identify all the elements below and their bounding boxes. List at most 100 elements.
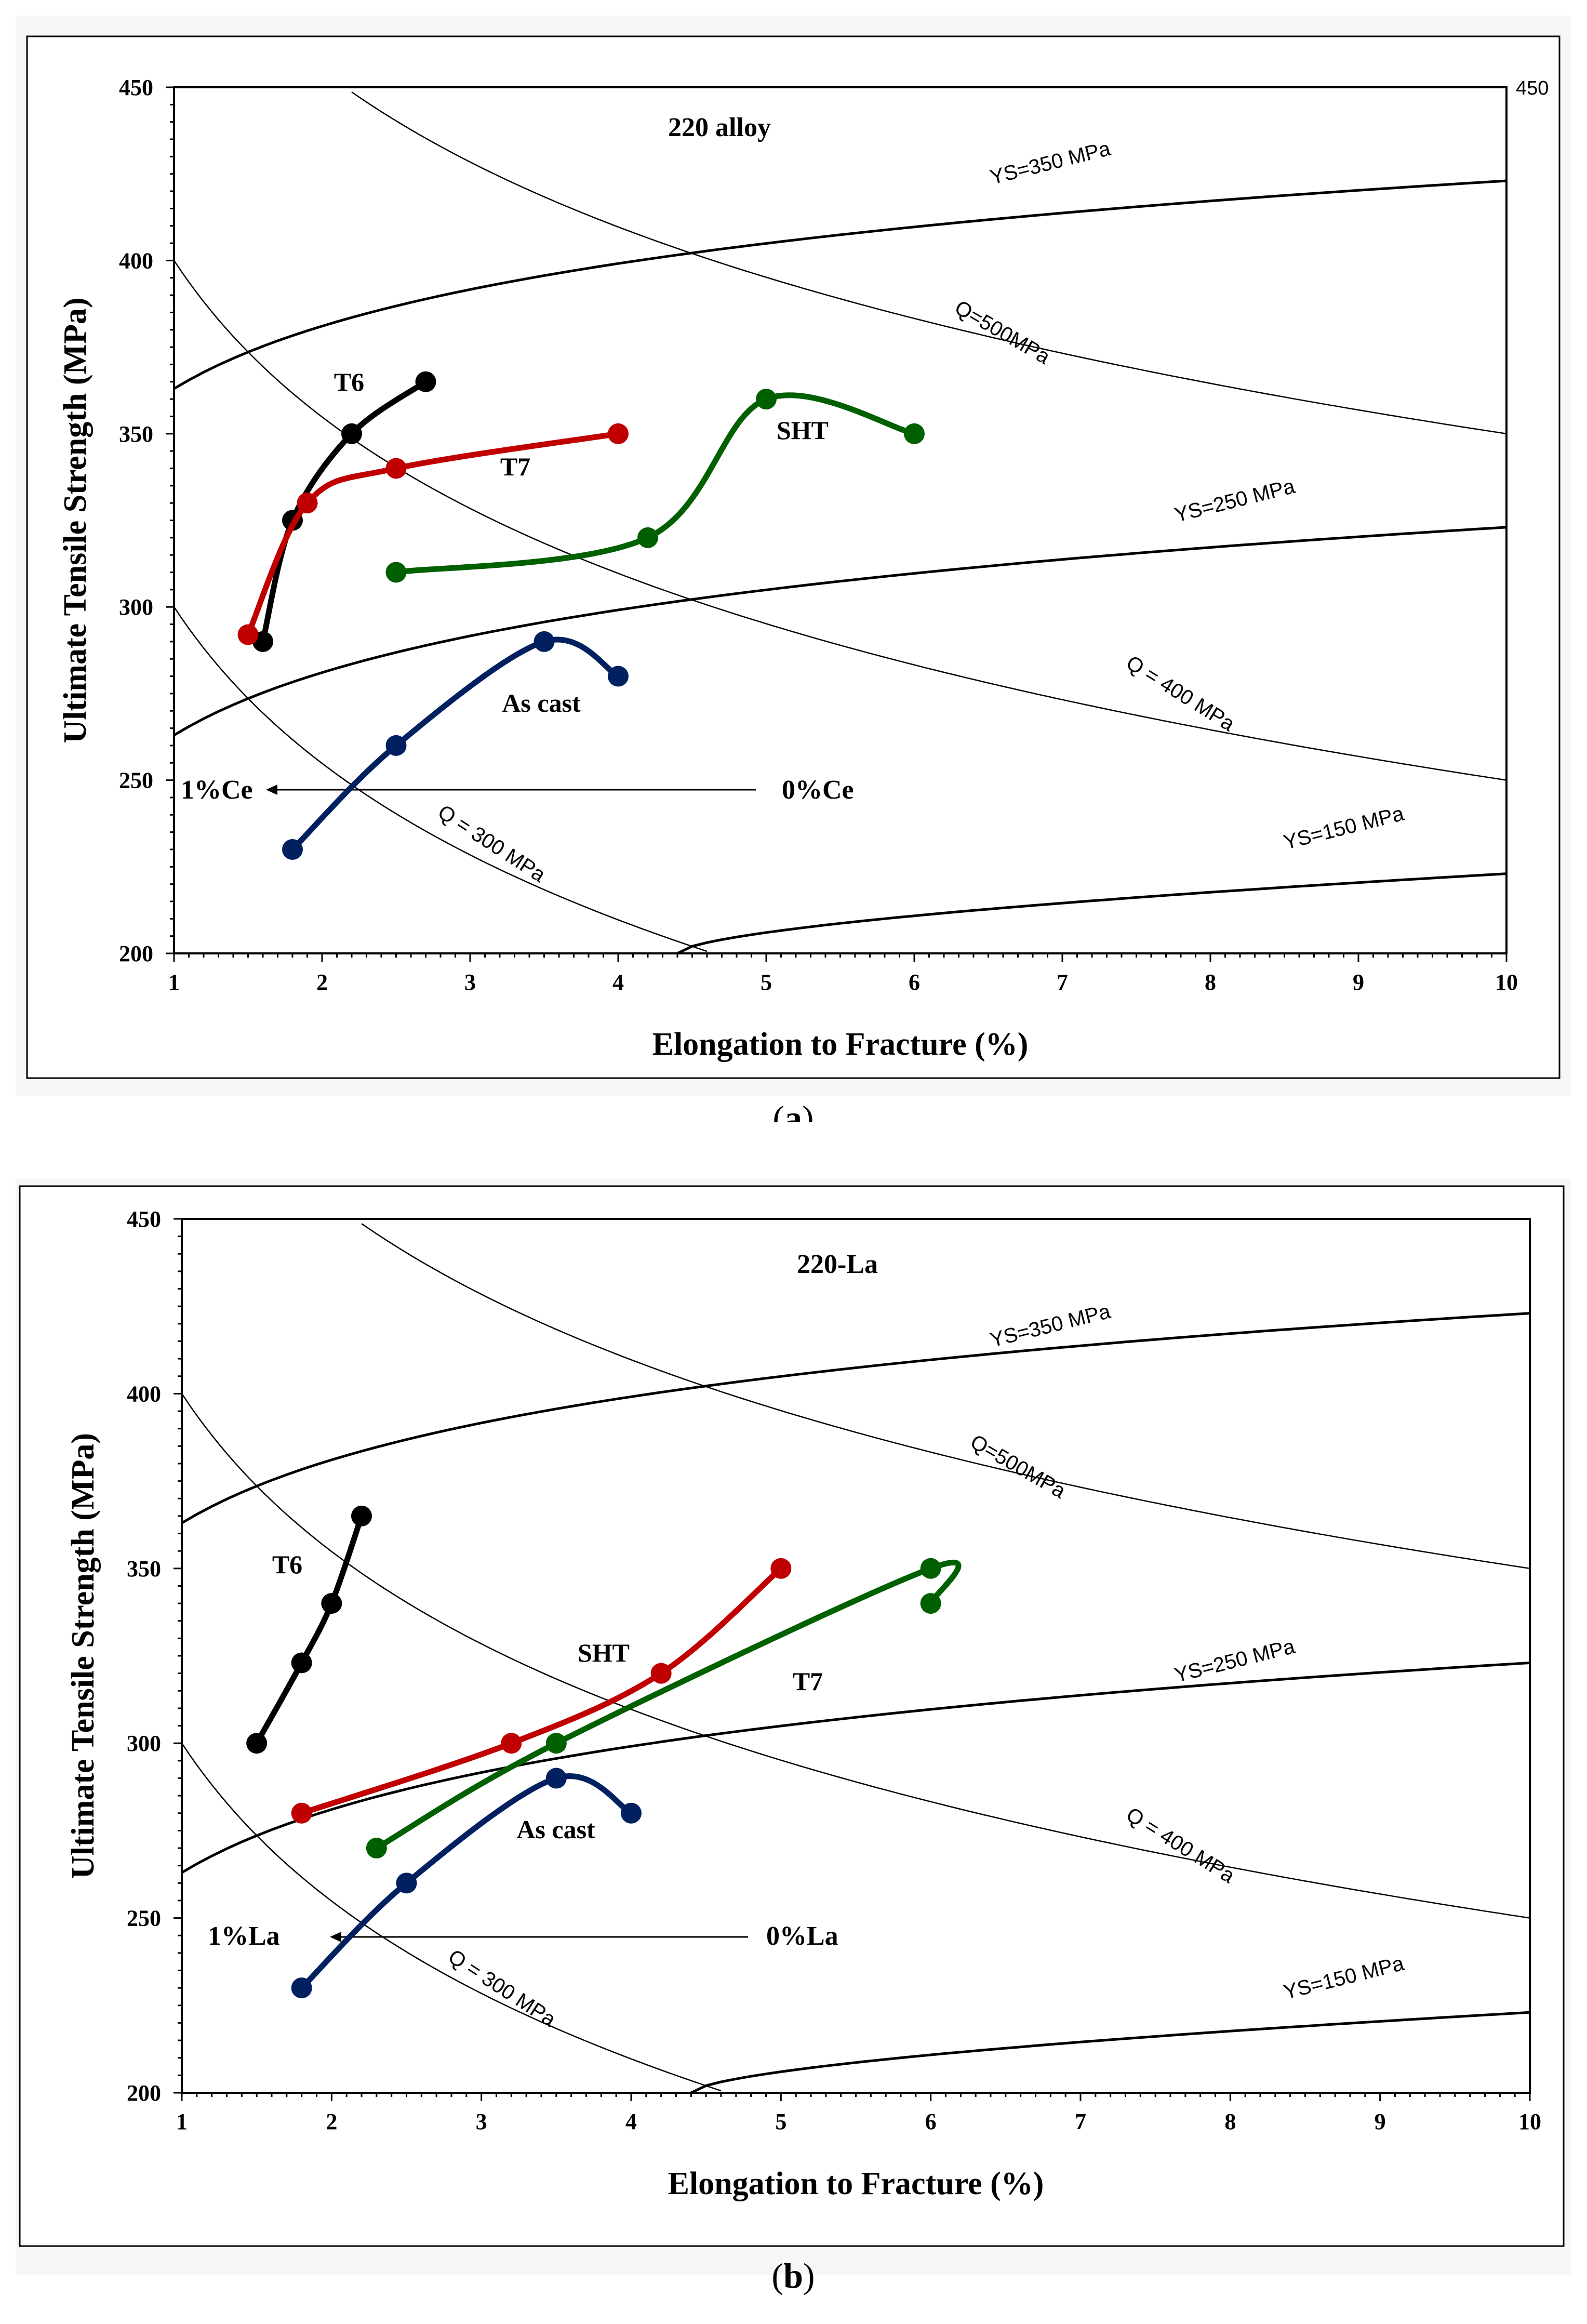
chart-a-x-tick-label: 5	[761, 970, 772, 995]
chart-panel-b: 1 2 3 4 5 6 7 8 9 10 200 250 300 350 400 450 Elongation …	[0, 1163, 1587, 2324]
chart-a-x-tick-label: 4	[612, 970, 624, 995]
chart-a-series-t7	[237, 423, 629, 645]
chart-b-frame	[19, 1185, 1565, 2247]
chart-b-point-as-cast	[291, 1977, 312, 1999]
chart-a-annotation-arrowhead	[266, 785, 277, 795]
chart-b-iso-line-q-500mpa	[361, 1223, 1530, 1570]
chart-b-series-line-t6	[254, 1513, 365, 1746]
chart-a-point-t6	[415, 371, 436, 392]
chart-b-point-t7	[920, 1558, 941, 1579]
chart-a-x-tick-label: 9	[1353, 970, 1364, 995]
chart-b-series-line-t7	[374, 1559, 962, 1851]
chart-a-x-axis-title: Elongation to Fracture (%)	[652, 1027, 1029, 1062]
chart-a-y-tick-label: 350	[119, 421, 153, 447]
chart-b-y-tick-label: 450	[127, 1206, 161, 1232]
chart-a-iso-line-ys-350-mpa	[174, 179, 1506, 390]
chart-a-point-t7	[297, 493, 318, 514]
chart-b-y-tick-label: 400	[127, 1381, 161, 1406]
chart-b-point-sht	[650, 1663, 672, 1684]
chart-a-annotation-to: 1%Ce	[181, 775, 253, 805]
chart-a-iso-line-ys-250-mpa	[174, 526, 1506, 737]
chart-b-iso-line-q-400-mpa	[182, 1393, 1530, 1919]
chart-b-point-t7	[920, 1593, 941, 1614]
chart-a-x-tick-label: 10	[1495, 970, 1518, 995]
chart-b-x-tick-label: 8	[1224, 2109, 1236, 2134]
chart-b-point-as-cast	[621, 1802, 642, 1824]
chart-a-series-line-t6	[260, 379, 429, 645]
chart-b-series-label-t7: T7	[793, 1667, 823, 1696]
chart-a-series-label-t6: T6	[334, 367, 364, 396]
chart-svg-a: 1 2 3 4 5 6 7 8 9 10 200 250 300 350 400 450 450 Elongati…	[16, 16, 1571, 1122]
chart-a-y-axis-title: Ultimate Tensile Strength (MPa)	[58, 297, 93, 743]
chart-a-annotation-from: 0%Ce	[782, 775, 854, 805]
chart-b-point-as-cast	[545, 1768, 567, 1789]
chart-b-series-label-sht: SHT	[578, 1638, 630, 1667]
chart-b-iso-line-ys-150-mpa	[690, 2011, 1530, 2093]
chart-a-iso-line-q-500mpa	[351, 91, 1506, 435]
chart-b-series-label-as-cast: As cast	[516, 1815, 595, 1844]
chart-b-x-tick-label: 9	[1375, 2109, 1386, 2134]
chart-b-y-tick-label: 300	[127, 1731, 161, 1756]
chart-b-x-axis-title: Elongation to Fracture (%)	[668, 2166, 1044, 2201]
chart-a-iso-line-q-300-mpa	[174, 606, 708, 952]
chart-a-point-t7	[237, 624, 259, 645]
chart-b-x-tick-label: 4	[625, 2109, 637, 2134]
chart-a-point-sht	[637, 527, 658, 548]
chart-a-y-tick-label: 400	[119, 248, 153, 273]
chart-b-x-tick-label: 10	[1518, 2109, 1541, 2134]
chart-a-series-label-t7: T7	[500, 452, 530, 481]
chart-b-point-t7	[366, 1838, 387, 1859]
chart-b-annotation-from: 0%La	[766, 1921, 838, 1951]
chart-b-series-as-cast	[291, 1768, 642, 1999]
chart-b-point-sht	[291, 1802, 312, 1824]
chart-a-point-as-cast	[608, 666, 629, 687]
chart-a-point-sht	[756, 389, 777, 410]
chart-a-x-tick-label: 7	[1057, 970, 1068, 995]
chart-b-point-as-cast	[396, 1873, 417, 1894]
chart-b-annotation-arrowhead	[330, 1932, 341, 1942]
chart-a-series-line-as-cast	[289, 636, 621, 853]
chart-b-series-line-as-cast	[299, 1773, 634, 1991]
chart-a-series-label-as-cast: As cast	[502, 688, 581, 718]
chart-a-point-t6	[341, 423, 362, 444]
chart-b-series-line-sht	[299, 1565, 784, 1816]
chart-a-point-t7	[385, 458, 407, 479]
chart-a-y-tick-label: 300	[119, 594, 153, 620]
chart-b-x-tick-label: 2	[326, 2109, 337, 2134]
chart-a-series-line-t7	[245, 431, 621, 638]
chart-b-y-axis-title: Ultimate Tensile Strength (MPa)	[65, 1433, 101, 1879]
chart-a-point-t7	[608, 423, 629, 444]
chart-b-point-sht	[770, 1558, 792, 1579]
chart-b-x-tick-label: 5	[775, 2109, 786, 2134]
chart-b-iso-line-ys-350-mpa	[182, 1312, 1530, 1524]
chart-a-right-tick-label: 450	[1516, 77, 1549, 99]
chart-svg-b: 1 2 3 4 5 6 7 8 9 10 200 250 300 350 400 450 Elongation …	[16, 1178, 1571, 2295]
chart-b-annotation-to: 1%La	[208, 1921, 280, 1951]
chart-b-series-t6	[246, 1505, 372, 1754]
chart-b-series-label-t6: T6	[272, 1550, 302, 1579]
chart-b-iso-line-ys-250-mpa	[182, 1662, 1530, 1874]
chart-b-y-tick-label: 200	[127, 2080, 161, 2106]
chart-b-caption-letter: b	[783, 2256, 803, 2295]
chart-b-x-tick-label: 1	[176, 2109, 188, 2134]
chart-b-point-t6	[291, 1652, 312, 1674]
chart-b-x-tick-label: 7	[1075, 2109, 1086, 2134]
chart-panel-a: 1 2 3 4 5 6 7 8 9 10 200 250 300 350 400 450 450 Elongati…	[0, 0, 1587, 1122]
chart-b-point-t6	[351, 1505, 372, 1526]
chart-a-point-as-cast	[282, 839, 303, 860]
chart-a-caption-letter: a	[784, 1098, 802, 1122]
chart-a-y-tick-label: 250	[119, 768, 153, 793]
chart-b-x-tick-label: 3	[476, 2109, 487, 2134]
chart-b-iso-line-q-300-mpa	[182, 1743, 722, 2092]
chart-a-series-sht	[385, 389, 925, 583]
chart-a-x-tick-label: 2	[316, 970, 328, 995]
chart-a-y-tick-label: 450	[119, 75, 153, 100]
chart-a-point-as-cast	[385, 735, 407, 756]
chart-b-point-t7	[545, 1733, 567, 1754]
chart-a-x-tick-label: 6	[909, 970, 920, 995]
chart-a-iso-line-ys-150-mpa	[676, 872, 1506, 953]
chart-a-series-label-sht: SHT	[777, 416, 829, 445]
chart-a-series-as-cast	[282, 631, 629, 860]
chart-b-title: 220-La	[797, 1250, 878, 1279]
chart-b-caption: (b)	[771, 2256, 815, 2295]
